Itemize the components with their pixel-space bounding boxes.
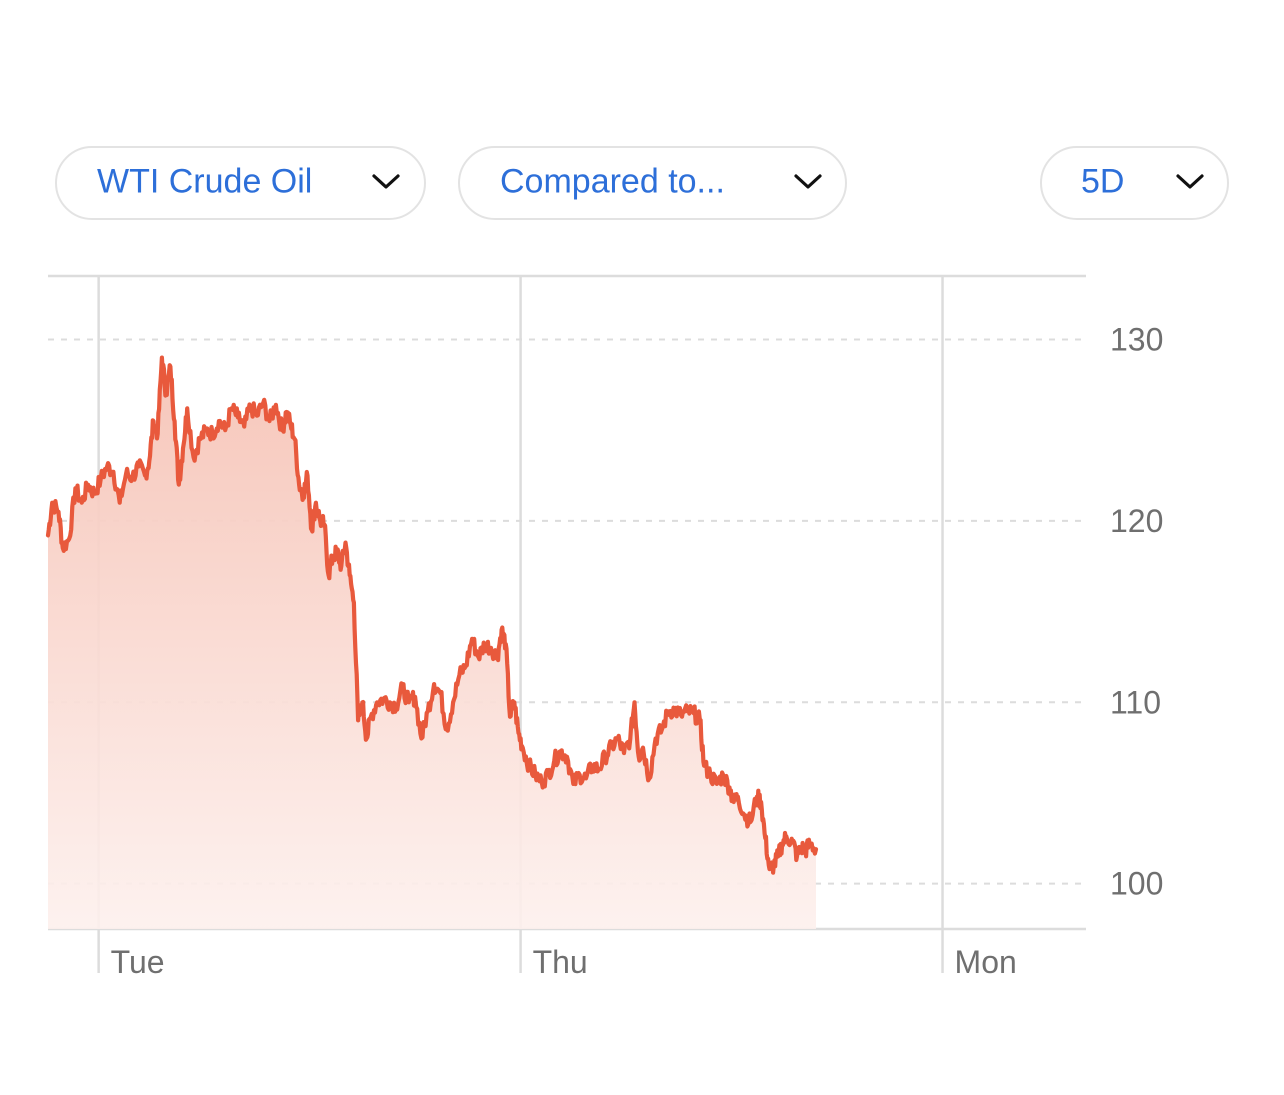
chevron-down-icon: [1176, 174, 1204, 189]
y-tick-label: 120: [1110, 503, 1163, 539]
compare-dropdown[interactable]: Compared to...: [458, 146, 847, 220]
y-tick-label: 100: [1110, 866, 1163, 902]
range-dropdown-label: 5D: [1081, 162, 1125, 201]
price-line: [45, 355, 819, 875]
y-tick-label: 110: [1110, 684, 1161, 720]
symbol-dropdown[interactable]: WTI Crude Oil: [55, 146, 426, 220]
y-tick-label: 130: [1110, 321, 1163, 357]
chevron-down-icon: [794, 174, 822, 189]
compare-dropdown-label: Compared to...: [500, 162, 725, 201]
x-tick-label: Tue: [111, 944, 165, 980]
x-tick-label: Thu: [533, 944, 588, 980]
chart-axes: 100 110 120 130 Tue Thu Mon: [111, 321, 1164, 980]
chevron-down-icon: [372, 174, 400, 189]
range-dropdown[interactable]: 5D: [1040, 146, 1229, 220]
price-area: [48, 357, 816, 930]
symbol-dropdown-label: WTI Crude Oil: [97, 162, 313, 201]
x-tick-label: Mon: [955, 944, 1017, 980]
